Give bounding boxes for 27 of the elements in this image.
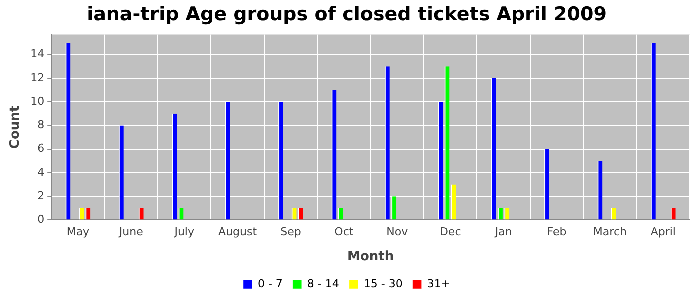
x-tick-label: Sep <box>280 226 302 239</box>
x-tick-label: Nov <box>386 226 409 239</box>
y-tick-label: 2 <box>38 189 45 202</box>
x-tick-label: Jan <box>494 226 512 239</box>
x-tick-label: April <box>650 226 676 239</box>
legend-label: 0 - 7 <box>258 277 283 290</box>
y-axis-title: Count <box>8 106 24 150</box>
y-tick-label: 8 <box>38 118 45 132</box>
legend-label: 31+ <box>427 277 451 290</box>
x-axis-title: Month <box>348 250 394 265</box>
x-tick-label: Oct <box>334 226 354 239</box>
x-tick-label: June <box>118 226 144 239</box>
y-tick-label: 4 <box>38 166 45 179</box>
x-tick-label: Dec <box>440 226 462 239</box>
x-tick-label: Feb <box>547 226 567 239</box>
x-tick-label: July <box>174 226 195 239</box>
x-tick-label: May <box>66 226 90 239</box>
y-tick-label: 14 <box>30 48 45 61</box>
y-tick-label: 10 <box>30 94 45 108</box>
y-tick-label: 0 <box>38 213 45 226</box>
legend-label: 15 - 30 <box>364 277 403 290</box>
y-tick-label: 12 <box>30 71 45 84</box>
x-tick-label: August <box>218 226 258 239</box>
chart-title: iana-trip Age groups of closed tickets April 2009 <box>87 3 607 26</box>
y-tick-label: 6 <box>38 142 45 156</box>
legend-label: 8 - 14 <box>307 277 340 290</box>
x-tick-label: March <box>593 226 627 239</box>
